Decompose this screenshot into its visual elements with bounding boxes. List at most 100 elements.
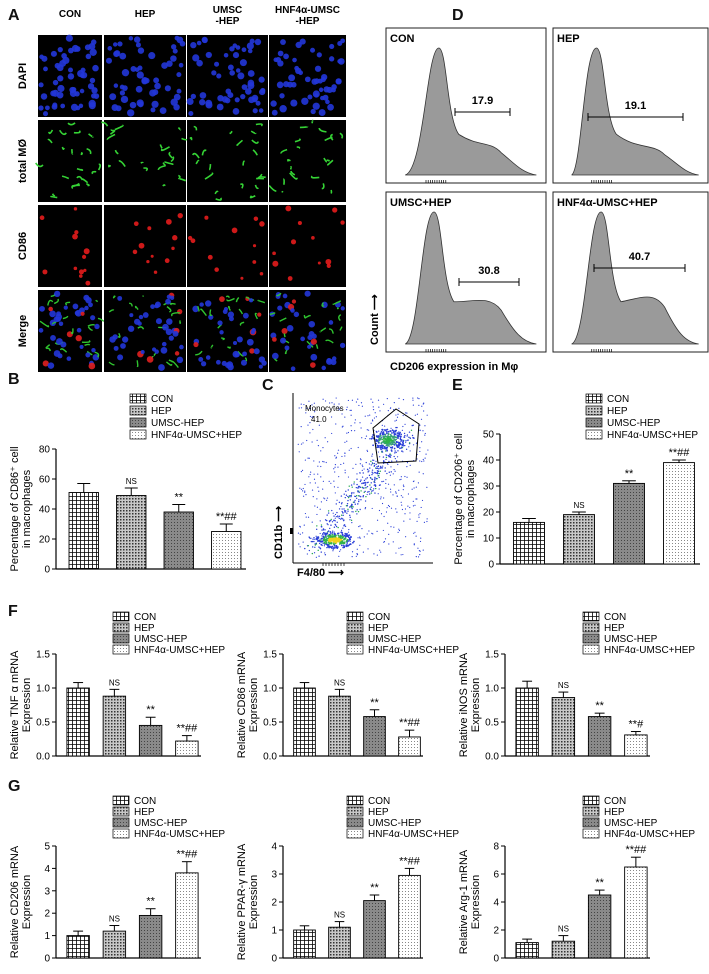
scatter-point [380,496,382,498]
scatter-point [418,471,420,473]
bar [587,894,612,959]
macrophage-mark [281,190,284,193]
scatter-point [357,491,359,493]
scatter-point [368,493,371,495]
scatter-point [384,470,386,472]
nucleus [314,65,322,72]
nucleus [79,88,85,94]
scatter-point [359,458,362,460]
nucleus [295,67,302,74]
bar [293,929,316,959]
bar [398,736,421,757]
legend-label: HNF4α-UMSC+HEP [604,829,695,840]
macrophage-mark [255,123,263,127]
nucleus [205,101,213,109]
nucleus [255,100,261,106]
merge-mark [290,366,296,372]
nucleus [327,103,334,111]
merge-mark [221,337,225,341]
panel-letter-d: D [452,7,464,24]
scatter-point [369,476,372,479]
merge-mark [227,346,231,349]
scatter-point [413,544,415,546]
scatter-point [350,484,353,486]
cd86-mark [78,269,84,275]
scatter-point [350,504,353,507]
scatter-point [394,430,397,433]
merge-mark [88,362,96,370]
scatter-point [311,404,313,406]
macrophage-mark [58,129,67,136]
scatter-point [345,535,348,537]
merge-mark [179,344,184,350]
merge-mark [336,307,339,310]
scatter-point [307,516,310,518]
merge-mark [291,299,297,304]
scatter-point [358,495,361,497]
y-tick-label: 6 [493,870,499,881]
legend-swatch [112,795,130,806]
scatter-point [327,530,330,532]
scatter-point [400,478,402,480]
nucleus [320,95,325,101]
scatter-point [310,540,313,543]
scatter-point [334,523,336,526]
scatter-point [311,521,313,523]
merge-mark [155,318,162,325]
scatter-point [344,532,347,535]
scatter-point [396,456,399,458]
scatter-point [376,465,378,468]
y-tick-label: 0 [271,954,277,965]
scatter-point [389,439,392,442]
merge-mark [150,304,155,309]
y-axis-label: Percentage of CD86⁺ cell [9,446,21,571]
scatter-point [415,486,417,488]
nucleus [254,38,262,46]
scatter-point [400,501,402,503]
scatter-point [417,556,420,558]
macrophage-mark [178,177,187,182]
y-axis-label: Expression [248,678,260,732]
nucleus [329,43,335,50]
merge-mark [246,338,254,346]
panel-a-column-label: -HEP [216,16,240,27]
scatter-point [375,431,378,433]
scatter-point [390,460,393,462]
scatter-point [383,445,386,448]
scatter-point [351,511,353,513]
scatter-point [390,526,392,528]
merge-mark [339,342,346,349]
scatter-point [417,547,419,549]
macrophage-mark [143,167,148,172]
scatter-point [409,518,411,520]
macrophage-mark [299,125,309,129]
y-axis-label: in macrophages [21,469,33,548]
cd86-mark [287,276,293,281]
scatter-point [388,533,390,536]
merge-mark [140,349,145,354]
scatter-point [319,548,322,550]
scatter-point [414,414,416,416]
nucleus [135,85,143,93]
scatter-point [375,416,377,418]
scatter-point [385,479,387,481]
scatter-point [356,495,358,497]
scatter-point [318,542,321,545]
scatter-point [338,501,341,504]
scatter-point [302,487,304,490]
scatter-point [424,432,426,435]
scatter-point [408,431,411,433]
scatter-point [333,531,335,533]
scatter-point [374,471,376,474]
nucleus [190,93,197,100]
merge-mark [339,326,343,331]
scatter-point [326,519,328,522]
scatter-point [350,519,353,522]
scatter-point [347,431,350,434]
scatter-point [420,418,423,420]
legend-label: HNF4α-UMSC+HEP [134,645,225,656]
nucleus [71,87,77,93]
scatter-point [366,450,369,453]
scatter-point [309,415,312,418]
